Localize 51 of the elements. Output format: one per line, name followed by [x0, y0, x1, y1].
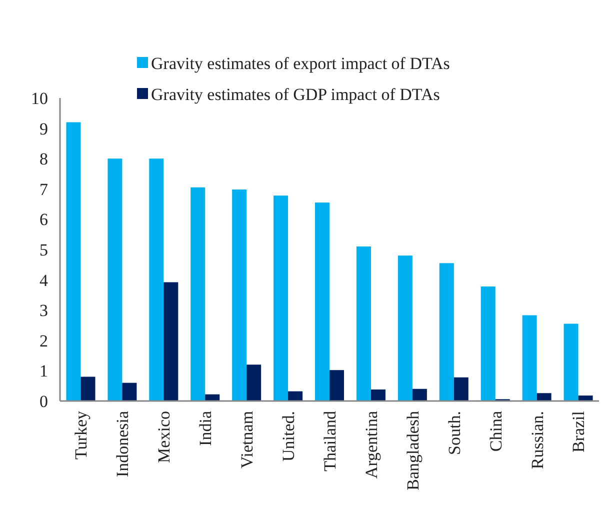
bar: [108, 158, 122, 401]
x-tick-label: Mexico: [154, 411, 174, 463]
y-tick-label: 8: [40, 150, 48, 169]
bar: [356, 246, 371, 401]
y-tick-label: 6: [40, 210, 48, 230]
x-tick-label: Brazil: [569, 410, 588, 453]
bar: [314, 202, 330, 401]
bar: [190, 187, 206, 401]
bar: [398, 256, 412, 401]
bar: [564, 324, 578, 401]
y-tick-label: 0: [40, 392, 48, 411]
x-tick-label: Vietnam: [238, 411, 257, 469]
bar: [66, 122, 81, 401]
x-tick-label: Turkey: [72, 410, 91, 460]
bar: [370, 389, 386, 401]
bar: [330, 370, 344, 401]
bar: [412, 388, 427, 401]
bar: [232, 190, 247, 401]
legend-label: Gravity estimates of GDP impact of DTAs: [151, 84, 440, 104]
y-tick-label: 3: [40, 301, 48, 320]
bar: [454, 377, 468, 401]
bar: [578, 396, 593, 401]
bar: [480, 286, 496, 401]
y-tick-label: 5: [40, 240, 48, 260]
bar: [288, 391, 303, 401]
bar: [205, 394, 220, 401]
x-tick-label: Argentina: [362, 410, 381, 479]
bar: [522, 315, 537, 401]
bar: [164, 282, 178, 401]
x-tick-label: Bangladesh: [403, 410, 422, 490]
bar: [149, 158, 164, 401]
legend-label: Gravity estimates of export impact of DTAs: [151, 54, 450, 73]
x-tick-label: India: [196, 410, 216, 446]
x-tick-label: China: [486, 410, 506, 452]
x-tick-label: United.: [278, 411, 298, 462]
bar: [274, 196, 288, 401]
y-tick-label: 10: [31, 88, 48, 108]
y-tick-label: 2: [40, 331, 48, 350]
bar: [536, 393, 552, 401]
y-tick-label: 4: [40, 270, 48, 290]
y-tick-label: 1: [40, 362, 48, 381]
bar: [122, 382, 137, 401]
x-tick-label: Thailand: [320, 410, 340, 472]
bar: [246, 364, 262, 401]
y-tick-label: 9: [40, 119, 48, 138]
y-tick-label: 7: [40, 180, 48, 199]
x-tick-label: South.: [444, 411, 464, 455]
x-tick-label: Russian.: [528, 411, 547, 470]
bar: [80, 376, 96, 401]
bar: [439, 263, 454, 401]
x-tick-label: Indonesia: [113, 410, 132, 478]
